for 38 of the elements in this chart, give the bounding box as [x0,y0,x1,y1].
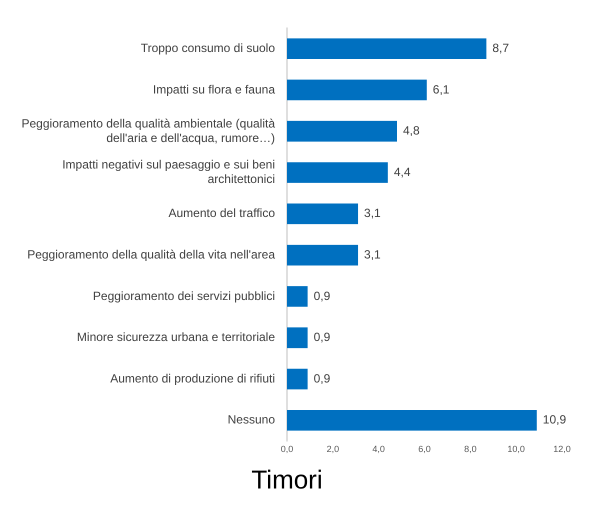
bar [287,80,427,100]
x-tick-label: 2,0 [326,444,340,454]
data-label: 6,1 [432,82,450,96]
x-tick-label: 0,0 [280,444,294,454]
bar [287,120,397,142]
x-tick-label: 12,0 [553,444,571,454]
y-tick-label: Peggioramento della qualità della vita nell'area [27,247,276,262]
data-label: 10,9 [542,412,566,427]
bar [287,410,537,431]
y-tick-label: Aumento del traffico [168,206,276,220]
y-tick-label: Aumento di produzione di rifiuti [110,371,275,386]
y-tick-label: Impatti su flora e fauna [152,82,276,96]
data-label: 0,9 [314,288,331,303]
data-label: 4,4 [394,164,411,179]
y-tick-label: Nessuno [228,412,276,427]
text: Timori [251,464,323,495]
data-label: 0,9 [314,330,331,344]
x-tick-label: 8,0 [464,444,477,454]
bar [287,368,308,390]
bar [287,204,358,224]
y-tick-label: Minore sicurezza urbana e territoriale [76,330,276,344]
x-tick-label: 6,0 [418,444,431,454]
data-label: 3,1 [364,247,382,262]
bar [287,327,308,348]
data-label: 8,7 [492,40,510,55]
x-tick-label: 4,0 [372,444,385,454]
data-label: 4,8 [403,124,420,138]
y-tick-label: Peggioramento dei servizi pubblici [92,288,275,303]
bar [287,162,388,183]
y-tick-label: Troppo consumo di suolo [140,40,276,55]
data-label: 0,9 [314,371,331,386]
y-tick-label: Peggioramento della qualità ambientale (qualità dell'aria e dell'acqua, rumore…) [22,116,276,145]
bar [287,38,486,59]
data-label: 3,1 [364,206,382,220]
bar [287,286,308,307]
bar [287,244,358,266]
x-tick-label: 10,0 [507,444,525,454]
y-tick-label: Impatti negativi sul paesaggio e sui beni architettonici [62,158,275,186]
